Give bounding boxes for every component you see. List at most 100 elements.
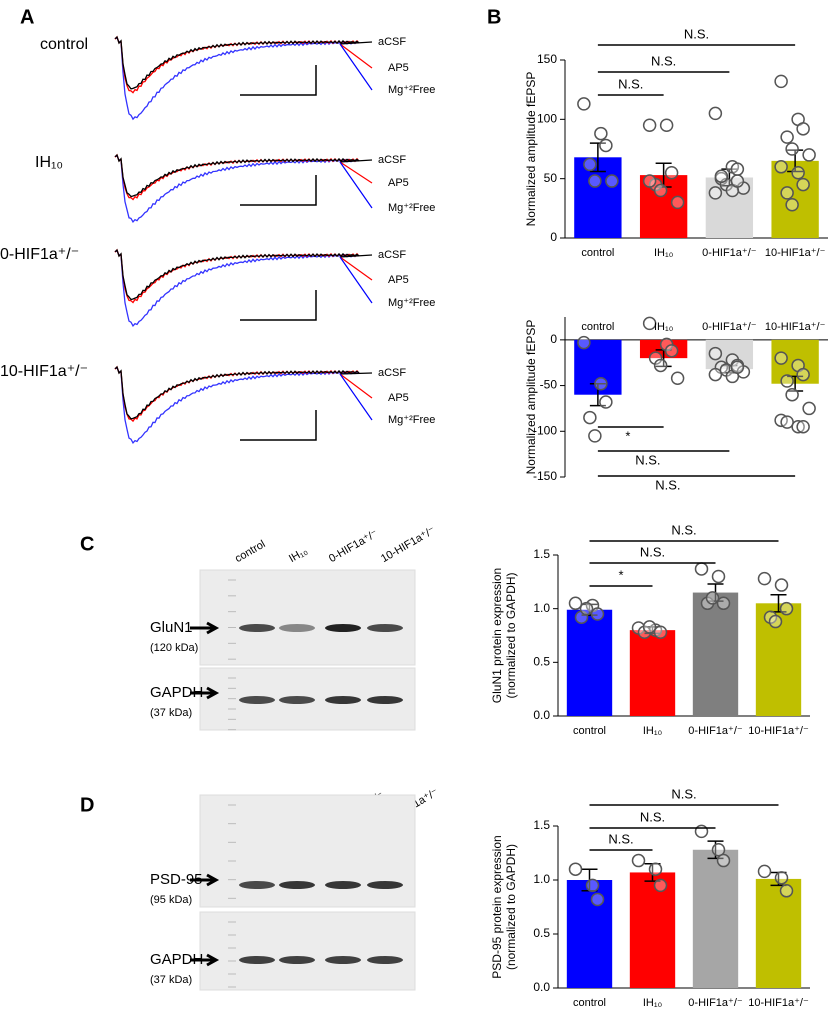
legend-pointer <box>339 373 373 421</box>
band <box>325 881 361 889</box>
data-point <box>653 878 668 893</box>
band <box>239 624 275 632</box>
y-tick-label: 150 <box>537 52 557 66</box>
data-point <box>774 871 789 885</box>
y-tick-label: 0 <box>550 332 557 346</box>
data-point <box>588 429 602 443</box>
x-tick-label: 0-HIF1a⁺/⁻ <box>702 247 757 259</box>
data-point <box>791 165 805 180</box>
data-point <box>642 316 657 331</box>
legend-label: AP5 <box>388 62 409 74</box>
arrow <box>190 686 220 700</box>
arrow <box>190 873 220 887</box>
data-point <box>785 387 799 402</box>
bar <box>566 609 613 716</box>
arrow <box>190 621 220 635</box>
data-point <box>588 174 602 188</box>
arrow <box>190 953 220 967</box>
legend-pointer <box>339 256 373 304</box>
y-tick-label: 0 <box>550 230 557 244</box>
x-tick-label: control <box>581 247 614 259</box>
legend-pointer <box>339 159 373 163</box>
x-tick-label: IH₁₀ <box>643 725 662 737</box>
x-tick-label: IH₁₀ <box>654 321 673 333</box>
data-point <box>779 884 794 898</box>
data-point <box>774 160 788 174</box>
trace <box>114 248 360 301</box>
data-point <box>780 374 794 388</box>
band <box>367 956 403 964</box>
band <box>325 956 361 964</box>
legend-pointer <box>339 41 373 45</box>
significance-label: * <box>625 428 630 443</box>
data-point <box>716 596 731 611</box>
legend-pointer <box>339 372 373 375</box>
data-point <box>583 157 597 172</box>
legend-pointer <box>339 254 373 258</box>
y-tick-label: 100 <box>537 112 557 126</box>
band <box>325 624 361 632</box>
data-point <box>711 843 726 857</box>
data-point <box>708 106 723 121</box>
scale-bar <box>240 290 317 321</box>
y-tick-label: 0.5 <box>533 926 550 940</box>
row-label: 10-HIF1a⁺/⁻ <box>0 363 88 380</box>
x-tick-label: 10-HIF1a⁺/⁻ <box>748 997 809 1009</box>
bar <box>566 880 613 988</box>
band <box>279 881 315 889</box>
blot <box>199 569 416 666</box>
x-tick-label: IH₁₀ <box>643 997 662 1009</box>
x-tick-label: IH₁₀ <box>654 247 673 259</box>
y-axis-label: PSD-95 protein expression <box>490 835 504 978</box>
x-tick-label: control <box>573 997 606 1009</box>
significance-label: N.S. <box>651 53 676 68</box>
data-point <box>802 401 816 416</box>
data-point <box>802 148 816 162</box>
y-tick-label: 1.5 <box>533 547 550 561</box>
significance-label: * <box>618 567 623 582</box>
significance-label: N.S. <box>618 76 643 91</box>
data-point <box>568 862 583 876</box>
significance-label: N.S. <box>635 452 660 467</box>
band <box>279 696 315 704</box>
x-tick-label: 0-HIF1a⁺/⁻ <box>688 725 743 737</box>
significance-label: N.S. <box>640 544 665 559</box>
data-point <box>585 878 600 893</box>
band <box>367 624 403 632</box>
x-tick-label: control <box>573 725 606 737</box>
data-point <box>648 862 663 876</box>
legend-pointer <box>339 256 373 281</box>
data-point <box>796 367 810 382</box>
band <box>239 696 275 704</box>
data-point <box>780 186 794 200</box>
trace <box>114 35 360 90</box>
y-tick-label: 50 <box>544 171 558 185</box>
data-point <box>791 419 805 434</box>
legend-label: AP5 <box>388 392 409 404</box>
scale-bar <box>240 410 317 441</box>
trace <box>114 36 360 121</box>
data-point <box>796 122 810 136</box>
data-point <box>642 620 657 634</box>
band <box>367 881 403 889</box>
bar <box>629 872 676 988</box>
error-bar <box>589 382 606 407</box>
blot <box>199 794 416 908</box>
data-point <box>780 415 794 429</box>
band-name: GluN1 <box>150 619 193 636</box>
data-point <box>708 367 723 382</box>
data-point <box>577 335 591 350</box>
data-point <box>757 571 772 586</box>
legend-label: aCSF <box>378 154 406 166</box>
data-point <box>642 174 657 188</box>
data-point <box>711 569 726 584</box>
legend-pointer <box>339 161 373 184</box>
row-label: control <box>40 36 88 53</box>
legend-label: AP5 <box>388 177 409 189</box>
y-tick-label: 1.0 <box>533 872 550 886</box>
significance-label: N.S. <box>671 522 696 537</box>
data-point <box>659 118 674 133</box>
data-point <box>590 607 605 621</box>
y-axis-label: Normalized amplitude fEPSP <box>524 320 538 475</box>
